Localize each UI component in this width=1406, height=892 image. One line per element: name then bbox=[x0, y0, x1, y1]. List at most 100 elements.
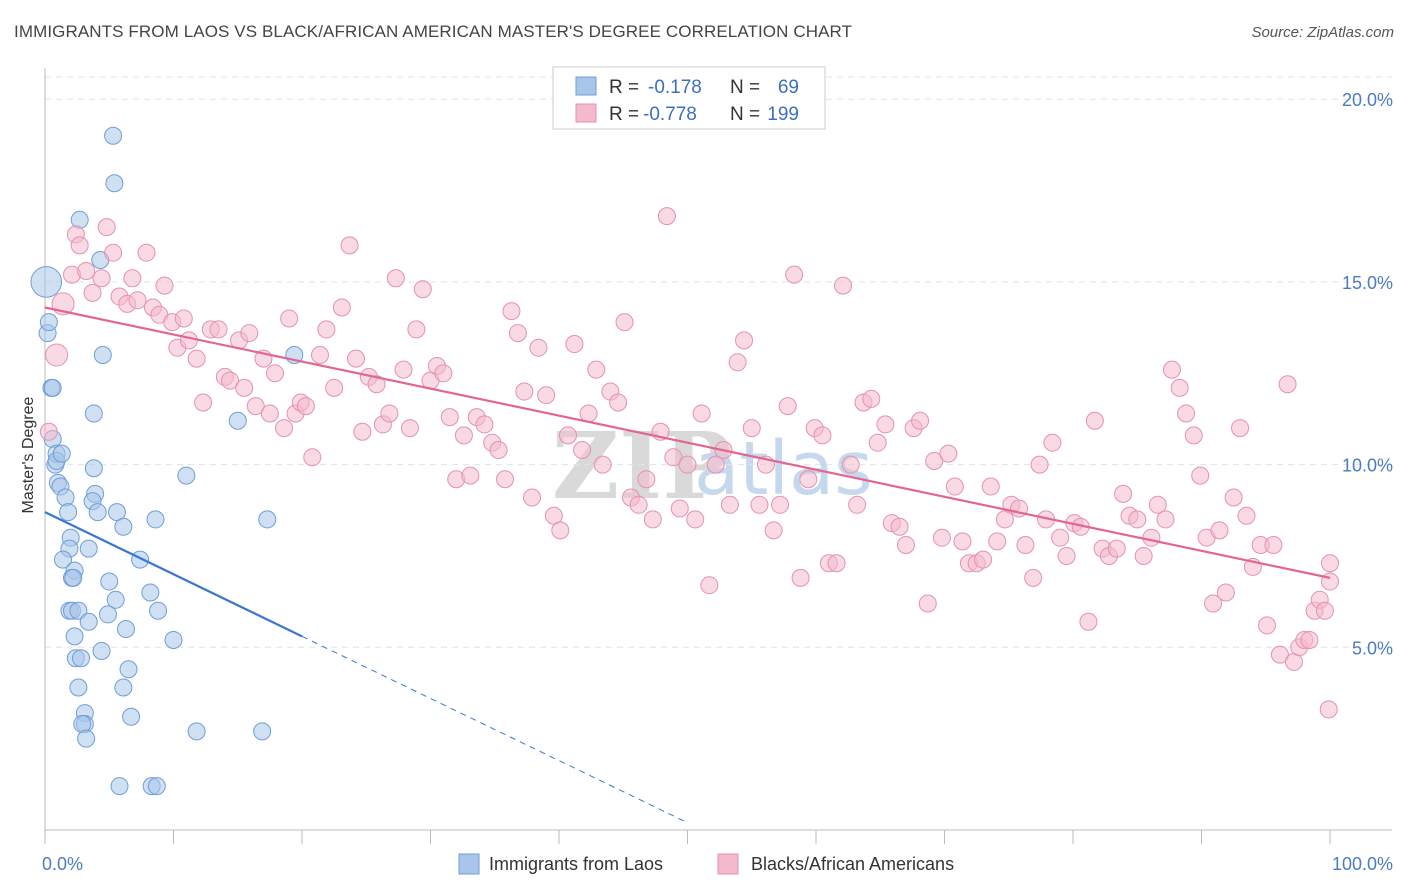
point-black-134 bbox=[953, 532, 972, 551]
point-laos-22 bbox=[69, 601, 88, 620]
point-black-83 bbox=[593, 455, 612, 474]
point-black-133 bbox=[945, 477, 964, 496]
point-black-132 bbox=[939, 444, 958, 463]
svg-text:R =: R = bbox=[609, 104, 639, 125]
point-laos-60 bbox=[164, 631, 183, 649]
point-black-123 bbox=[876, 415, 895, 434]
point-laos-12 bbox=[56, 488, 75, 507]
point-black-164 bbox=[1162, 360, 1181, 379]
point-black-102 bbox=[728, 353, 747, 372]
point-laos-32 bbox=[79, 612, 98, 631]
point-laos-61 bbox=[177, 466, 196, 485]
point-laos-53 bbox=[110, 777, 129, 796]
point-black-162 bbox=[1148, 495, 1167, 514]
point-black-163 bbox=[1156, 510, 1175, 529]
point-black-129 bbox=[918, 594, 937, 613]
point-black-112 bbox=[799, 470, 818, 489]
point-laos-23 bbox=[65, 627, 84, 646]
point-black-31 bbox=[240, 324, 259, 343]
point-black-43 bbox=[317, 320, 336, 339]
point-black-145 bbox=[1030, 455, 1049, 474]
point-black-1 bbox=[45, 343, 69, 367]
point-black-191 bbox=[1321, 554, 1339, 573]
point-black-180 bbox=[1270, 645, 1289, 664]
point-laos-54 bbox=[131, 550, 150, 569]
legend-swatch-laos bbox=[575, 76, 597, 96]
legend-label-black: Blacks/African Americans bbox=[751, 854, 954, 874]
svg-text:N =: N = bbox=[730, 77, 760, 98]
point-black-178 bbox=[1258, 616, 1277, 635]
point-black-75 bbox=[537, 386, 556, 405]
point-black-153 bbox=[1085, 411, 1104, 430]
point-black-114 bbox=[813, 426, 832, 445]
point-black-138 bbox=[981, 477, 1000, 496]
point-black-111 bbox=[791, 568, 810, 587]
source-label: Source: ZipAtlas.com bbox=[1251, 24, 1394, 41]
point-black-88 bbox=[629, 495, 648, 514]
point-laos-0 bbox=[30, 266, 63, 298]
x-tick-label-max: 100.0% bbox=[1332, 854, 1393, 874]
point-laos-50 bbox=[119, 660, 138, 679]
point-laos-19 bbox=[64, 568, 83, 587]
point-black-35 bbox=[266, 364, 285, 383]
point-laos-16 bbox=[53, 550, 72, 569]
legend-swatch-black bbox=[575, 103, 597, 123]
point-black-122 bbox=[868, 433, 887, 452]
y-tick-label-1: 10.0% bbox=[1342, 456, 1393, 476]
point-black-36 bbox=[275, 419, 294, 438]
point-black-93 bbox=[664, 448, 683, 467]
point-black-68 bbox=[489, 441, 508, 459]
point-laos-49 bbox=[116, 620, 135, 639]
point-black-121 bbox=[862, 389, 881, 408]
point-laos-4 bbox=[43, 378, 62, 397]
point-black-69 bbox=[496, 470, 515, 489]
point-black-10 bbox=[104, 243, 123, 262]
point-laos-47 bbox=[92, 641, 111, 660]
series-black-points bbox=[39, 207, 1339, 719]
point-black-161 bbox=[1142, 528, 1161, 547]
point-black-63 bbox=[454, 426, 473, 445]
point-black-26 bbox=[209, 320, 228, 339]
tick-labels: 5.0% 10.0% 15.0% 20.0% 0.0% 100.0% bbox=[42, 90, 1393, 874]
point-black-74 bbox=[529, 338, 548, 357]
point-black-21 bbox=[174, 309, 193, 328]
point-black-109 bbox=[778, 397, 797, 416]
point-black-22 bbox=[179, 331, 198, 350]
point-black-45 bbox=[332, 298, 351, 317]
point-laos-41 bbox=[104, 126, 123, 145]
chart-title: IMMIGRANTS FROM LAOS VS BLACK/AFRICAN AM… bbox=[14, 22, 853, 41]
point-black-32 bbox=[246, 397, 265, 416]
point-black-15 bbox=[137, 243, 156, 262]
point-black-81 bbox=[579, 404, 598, 423]
point-black-116 bbox=[827, 554, 846, 573]
point-black-55 bbox=[400, 419, 419, 438]
point-black-73 bbox=[523, 488, 542, 507]
point-black-189 bbox=[1319, 700, 1338, 719]
point-black-6 bbox=[77, 261, 96, 280]
point-black-110 bbox=[785, 265, 804, 284]
point-black-99 bbox=[706, 455, 725, 474]
point-laos-33 bbox=[84, 459, 103, 478]
point-black-72 bbox=[515, 382, 534, 401]
point-laos-62 bbox=[187, 722, 206, 741]
point-black-157 bbox=[1114, 484, 1133, 503]
point-black-128 bbox=[911, 411, 930, 430]
legend-n-laos: 69 bbox=[778, 77, 799, 98]
point-black-18 bbox=[155, 276, 174, 295]
point-black-23 bbox=[187, 349, 206, 368]
point-black-34 bbox=[260, 404, 279, 423]
point-black-82 bbox=[587, 360, 606, 379]
point-black-70 bbox=[502, 302, 521, 321]
point-black-53 bbox=[386, 269, 405, 288]
point-black-96 bbox=[686, 510, 705, 529]
point-black-50 bbox=[367, 375, 386, 394]
y-axis-label: Master's Degree bbox=[20, 396, 37, 513]
x-tick-label-min: 0.0% bbox=[42, 854, 83, 874]
legend-top: R = -0.178 N = 69 R = -0.778 N = 199 bbox=[552, 66, 826, 130]
point-laos-46 bbox=[98, 605, 117, 624]
point-black-167 bbox=[1184, 426, 1203, 445]
point-laos-30 bbox=[77, 729, 96, 748]
point-black-9 bbox=[97, 218, 116, 237]
point-black-165 bbox=[1170, 378, 1189, 397]
point-black-86 bbox=[615, 313, 634, 332]
